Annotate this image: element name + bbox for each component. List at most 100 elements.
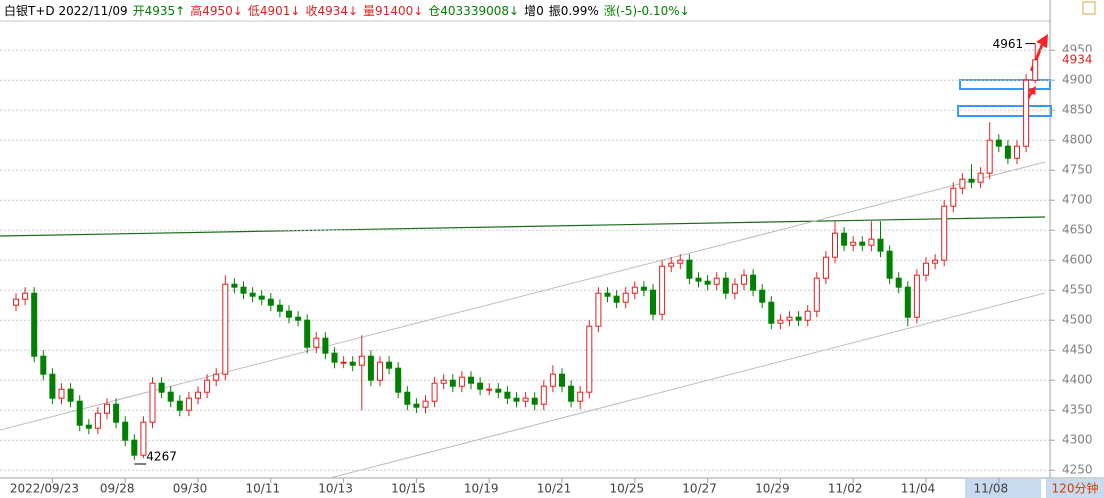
- candle-body: [1004, 145, 1011, 159]
- candle-body: [986, 139, 993, 174]
- header-item: 收4934↓: [305, 4, 358, 18]
- period-box[interactable]: [1046, 479, 1104, 498]
- x-tick-label: 11/08: [974, 482, 1009, 496]
- x-tick-label: 10/27: [682, 482, 717, 496]
- candle-body: [113, 403, 120, 423]
- candle-body: [531, 397, 538, 405]
- x-tick-label: 09/28: [100, 482, 135, 496]
- candle-body: [886, 250, 893, 279]
- candle-body: [276, 304, 283, 312]
- candle-body: [386, 361, 393, 369]
- header-item: 振0.99%: [549, 4, 599, 18]
- candle-body: [85, 424, 92, 429]
- candle-body: [58, 388, 65, 399]
- candle-body: [422, 400, 429, 408]
- x-tick-label: 10/15: [391, 482, 426, 496]
- y-tick-label: 4400: [1062, 373, 1093, 387]
- candle-body: [904, 286, 911, 318]
- candle-body: [49, 373, 56, 399]
- candle-body: [795, 316, 802, 321]
- last-price-label: 4934: [1062, 52, 1093, 66]
- candle-body: [267, 298, 274, 306]
- candle-body: [340, 361, 347, 364]
- x-tick-label: 10/11: [246, 482, 281, 496]
- candle-body: [358, 355, 365, 366]
- candle-body: [486, 388, 493, 391]
- candle-body: [304, 319, 311, 348]
- candle-body: [868, 238, 875, 246]
- candle-body: [604, 292, 611, 297]
- candle-body: [40, 355, 47, 375]
- candle-body: [313, 337, 320, 348]
- candle-body: [131, 439, 138, 456]
- candle-body: [295, 316, 302, 321]
- candle-body: [522, 397, 529, 402]
- header-item: 开4935↑: [133, 4, 186, 18]
- candle-body: [804, 310, 811, 321]
- y-tick-label: 4500: [1062, 313, 1093, 327]
- candle-body: [13, 298, 19, 306]
- candle-body: [176, 400, 183, 411]
- y-tick-label: 4850: [1062, 103, 1093, 117]
- x-tick-label: 10/19: [464, 482, 499, 496]
- candle-body: [677, 259, 684, 264]
- candle-body: [213, 373, 220, 381]
- x-tick-label: 11/02: [828, 482, 863, 496]
- header-item: 高4950↓: [190, 3, 243, 18]
- x-tick-label: 11/04: [901, 482, 936, 496]
- candle-body: [568, 385, 575, 402]
- candle-body: [777, 319, 784, 324]
- channel-line: [329, 292, 1046, 479]
- candle-body: [104, 403, 110, 414]
- candle-body: [258, 295, 265, 300]
- candle-body: [631, 286, 638, 294]
- candle-body: [968, 178, 975, 183]
- candle-body: [913, 274, 920, 318]
- candle-body: [877, 238, 884, 252]
- candle-body: [504, 391, 511, 399]
- y-tick-label: 4350: [1062, 403, 1093, 417]
- candle-body: [331, 352, 338, 363]
- candle-body: [458, 376, 465, 387]
- candle-body: [586, 325, 593, 393]
- y-tick-label: 4550: [1062, 283, 1093, 297]
- candle-body: [395, 367, 402, 393]
- header: 白银T+D 2022/11/09 开4935↑ 高4950↓ 低4901↓ 收4934↓…: [4, 3, 690, 18]
- candle-body: [704, 280, 711, 285]
- candle-body: [67, 388, 74, 402]
- y-tick-label: 4800: [1062, 133, 1093, 147]
- header-item: 增0: [524, 4, 544, 18]
- candle-body: [185, 397, 192, 411]
- candle-body: [167, 391, 174, 402]
- candle-body: [249, 292, 256, 297]
- candle-body: [832, 232, 838, 258]
- candle-body: [140, 421, 147, 456]
- candle-body: [195, 391, 201, 399]
- candle-body: [923, 262, 929, 276]
- candle-body: [813, 277, 820, 312]
- corner-icon[interactable]: [1082, 1, 1096, 15]
- candle-body: [941, 205, 948, 261]
- period-label[interactable]: 120分钟: [1052, 481, 1099, 496]
- candle-body: [149, 382, 156, 423]
- highlight-box: [957, 105, 1052, 117]
- header-item: 涨(-5)-0.10%↓: [604, 3, 690, 18]
- y-tick-label: 4900: [1062, 73, 1093, 87]
- y-tick-label: 4650: [1062, 223, 1093, 237]
- y-tick-label: 4450: [1062, 343, 1093, 357]
- candle-body: [895, 277, 902, 288]
- candle-body: [549, 373, 556, 387]
- y-tick-label: 4300: [1062, 433, 1093, 447]
- x-tick-label: 10/25: [610, 482, 645, 496]
- header-item: 量91400↓: [363, 4, 423, 18]
- candle-body: [595, 292, 602, 327]
- cursor-date-highlight: [965, 479, 1041, 498]
- candle-body: [686, 259, 693, 279]
- y-tick-label: 4700: [1062, 193, 1093, 207]
- candle-body: [622, 292, 629, 303]
- candle-body: [741, 274, 747, 285]
- candle-body: [1014, 145, 1020, 159]
